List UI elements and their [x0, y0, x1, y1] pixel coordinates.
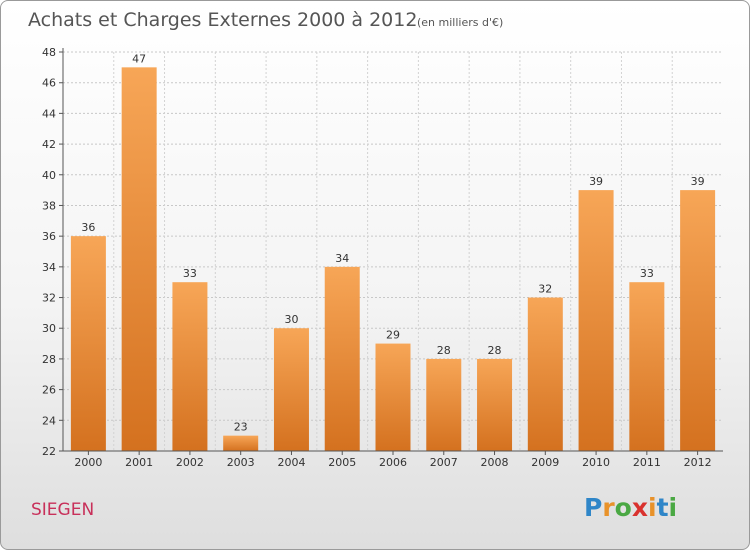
- y-tick-label: 44: [42, 107, 56, 120]
- y-tick-label: 24: [42, 414, 56, 427]
- x-tick-label: 2001: [125, 456, 153, 469]
- chart-subtitle: (en milliers d'€): [417, 16, 503, 29]
- data-label: 30: [284, 313, 298, 326]
- x-tick-label: 2008: [481, 456, 509, 469]
- y-tick-label: 28: [42, 353, 56, 366]
- data-label: 28: [488, 344, 502, 357]
- logo-letter: o: [615, 493, 632, 522]
- bar: [121, 67, 157, 451]
- y-tick-label: 42: [42, 138, 56, 151]
- data-label: 32: [538, 283, 552, 296]
- data-label: 39: [691, 175, 705, 188]
- data-label: 29: [386, 329, 400, 342]
- bar: [375, 343, 411, 451]
- y-tick-label: 30: [42, 322, 56, 335]
- bar: [273, 328, 309, 451]
- logo-letter: i: [648, 493, 657, 522]
- x-tick-label: 2010: [582, 456, 610, 469]
- logo-letter: x: [632, 493, 648, 522]
- bar: [172, 282, 208, 451]
- x-tick-label: 2004: [277, 456, 305, 469]
- y-tick-label: 36: [42, 230, 56, 243]
- x-tick-label: 2005: [328, 456, 356, 469]
- logo-letter: P: [584, 493, 602, 522]
- data-label: 39: [589, 175, 603, 188]
- chart-title: Achats et Charges Externes 2000 à 2012: [28, 9, 417, 31]
- commune-name: SIEGEN: [31, 500, 94, 520]
- data-label: 23: [234, 421, 248, 434]
- y-tick-label: 22: [42, 445, 56, 458]
- bar: [527, 297, 563, 451]
- x-tick-label: 2012: [684, 456, 712, 469]
- y-tick-label: 32: [42, 292, 56, 305]
- data-label: 47: [132, 52, 146, 65]
- data-label: 28: [437, 344, 451, 357]
- x-tick-label: 2007: [430, 456, 458, 469]
- x-tick-label: 2006: [379, 456, 407, 469]
- logo-letter: i: [669, 493, 678, 522]
- bar: [680, 190, 716, 451]
- proxiti-logo: Proxiti: [584, 493, 677, 522]
- bar: [477, 358, 513, 451]
- x-tick-label: 2000: [74, 456, 102, 469]
- bar: [426, 358, 462, 451]
- logo-letter: r: [602, 493, 615, 522]
- y-tick-label: 40: [42, 169, 56, 182]
- y-tick-label: 46: [42, 77, 56, 90]
- x-tick-label: 2011: [633, 456, 661, 469]
- data-label: 36: [81, 221, 95, 234]
- axes: 22 24 26 28 30 32 34 36 38 40 42 44 46 48 2000 2001 2002…: [42, 46, 723, 469]
- x-tick-label: 2002: [176, 456, 204, 469]
- y-tick-label: 34: [42, 261, 56, 274]
- bars: 36 47 33 23 30 34 29 28 28 32 39 33 39: [70, 52, 716, 451]
- data-label: 33: [640, 267, 654, 280]
- logo-letter: t: [657, 493, 669, 522]
- x-tick-label: 2003: [227, 456, 255, 469]
- bar: [324, 266, 360, 451]
- bar: [223, 435, 259, 451]
- bar: [578, 190, 614, 451]
- bar: [70, 236, 106, 451]
- data-label: 33: [183, 267, 197, 280]
- bar: [629, 282, 665, 451]
- data-label: 34: [335, 252, 349, 265]
- x-tick-label: 2009: [531, 456, 559, 469]
- y-tick-label: 48: [42, 46, 56, 59]
- y-tick-label: 38: [42, 199, 56, 212]
- y-tick-label: 26: [42, 384, 56, 397]
